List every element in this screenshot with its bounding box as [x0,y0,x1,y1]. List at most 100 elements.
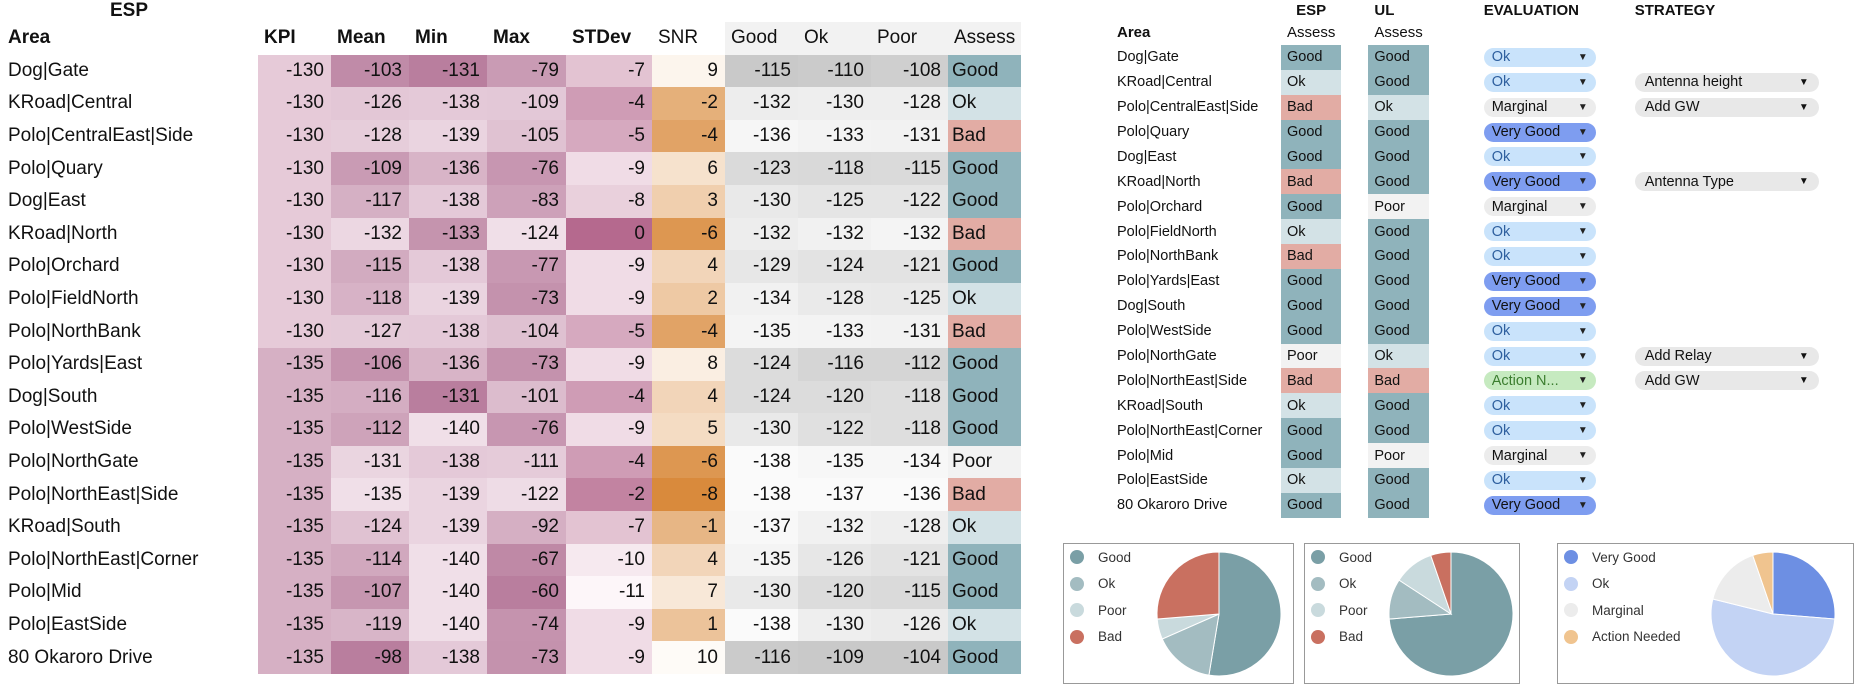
evaluation-dropdown[interactable]: Ok ▼ [1483,246,1596,266]
table-row: Dog|East -130 -117 -138 -83 -8 3 -130 -125 -122 Go… [0,184,1022,218]
strategy-dropdown[interactable]: Antenna height ▼ [1634,72,1819,92]
cell-esp-assess: Poor [1281,343,1342,369]
pie-slice [1430,551,1452,615]
cell-kpi: -130 [258,217,331,251]
cell-poor: -108 [871,54,948,88]
cell-ul-assess: Good [1368,492,1429,518]
cell-mean: -117 [331,184,409,218]
spacer [1602,219,1629,244]
cell-poor: -134 [871,445,948,479]
cell-area: Dog|Gate [8,59,89,81]
cell-std: -4 [566,445,652,479]
strategy-value: Antenna height [1644,74,1743,91]
table-row: 80 Okaroro Drive Good Good Very Good ▼ [1111,492,1825,518]
table-row: Polo|Quary Good Good Very Good ▼ [1111,119,1825,145]
table-row: Polo|Yards|East -135 -106 -136 -73 -9 8 -124 -11… [0,347,1022,381]
cell-snr: -1 [652,510,725,544]
legend-item: Ok [1564,571,1681,598]
pie-slice [1208,551,1282,677]
cell-evaluation: Marginal ▼ [1478,194,1602,219]
legend-swatch [1564,603,1578,618]
cell-esp-assess: Good [1281,119,1342,145]
cell-poor: -131 [871,315,948,348]
spacer [1429,194,1478,219]
ul-pie [1388,551,1514,677]
cell-snr: 4 [652,250,725,283]
evaluation-dropdown[interactable]: Very Good ▼ [1483,296,1596,316]
evaluation-dropdown[interactable]: Ok ▼ [1483,72,1596,92]
evaluation-dropdown[interactable]: Very Good ▼ [1483,122,1596,142]
evaluation-dropdown[interactable]: Marginal ▼ [1483,97,1596,117]
cell-ok: -130 [798,608,871,642]
legend-swatch [1311,576,1325,591]
col-header-max: Max [493,27,530,49]
evaluation-dropdown[interactable]: Ok ▼ [1483,222,1596,242]
spacer [1341,493,1368,518]
cell-area: Polo|Mid [1117,447,1174,464]
col-header-min: Min [415,27,448,49]
evaluation-dropdown[interactable]: Action N... ▼ [1483,371,1596,391]
evaluation-dropdown[interactable]: Very Good ▼ [1483,495,1596,515]
cell-poor: -125 [871,282,948,316]
group-header-evaluation: EVALUATION [1483,1,1579,19]
cell-area: Polo|Orchard [1117,198,1203,215]
cell-min: -131 [409,380,487,414]
evaluation-dropdown[interactable]: Marginal ▼ [1483,197,1596,217]
cell-kpi: -130 [258,250,331,283]
cell-area: Dog|East [8,190,86,212]
strategy-dropdown[interactable]: Add Relay ▼ [1634,346,1819,366]
cell-mean: -107 [331,576,409,609]
cell-esp-assess: Ok [1281,468,1342,493]
evaluation-dropdown[interactable]: Very Good ▼ [1483,271,1596,291]
cell-good: -130 [725,184,798,218]
cell-ok: -122 [798,413,871,446]
cell-max: -77 [487,250,566,283]
cell-min: -139 [409,119,487,153]
cell-max: -83 [487,184,566,218]
cell-ok: -120 [798,576,871,609]
strategy-dropdown[interactable]: Add GW ▼ [1634,97,1819,117]
spacer [1341,120,1368,145]
evaluation-dropdown[interactable]: Very Good ▼ [1483,172,1596,192]
cell-ul-assess: Poor [1368,443,1429,469]
cell-assess: Bad [948,217,1022,251]
cell-mean: -132 [331,217,409,251]
cell-assess: Ok [948,510,1022,544]
evaluation-dropdown[interactable]: Ok ▼ [1483,421,1596,441]
evaluation-dropdown[interactable]: Ok ▼ [1483,470,1596,490]
spacer [1429,70,1478,95]
cell-snr: -4 [652,119,725,153]
cell-kpi: -135 [258,576,331,609]
spacer [1341,344,1368,369]
evaluation-dropdown[interactable]: Ok ▼ [1483,396,1596,416]
strategy-dropdown[interactable]: Antenna Type ▼ [1634,172,1819,192]
cell-snr: -2 [652,87,725,120]
cell-snr: 5 [652,413,725,446]
cell-std: -9 [566,282,652,316]
evaluation-dropdown[interactable]: Marginal ▼ [1483,446,1596,466]
cell-mean: -114 [331,543,409,577]
chevron-down-icon: ▼ [1577,176,1588,188]
cell-kpi: -130 [258,54,331,88]
cell-area: Polo|Quary [1117,124,1190,140]
spacer [1429,319,1478,344]
spacer [1341,443,1368,468]
evaluation-dropdown[interactable]: Ok ▼ [1483,147,1596,167]
evaluation-dropdown[interactable]: Ok ▼ [1483,321,1596,341]
cell-min: -139 [409,510,487,544]
cell-evaluation: Ok ▼ [1478,393,1602,418]
cell-area: Polo|NorthGate [1117,348,1217,365]
cell-area: KRoad|North [1117,173,1201,190]
cell-area: KRoad|South [8,516,121,538]
evaluation-dropdown[interactable]: Ok ▼ [1483,47,1596,67]
cell-area: Polo|Quary [8,157,103,179]
cell-std: -10 [566,543,652,577]
cell-ul-assess: Good [1368,293,1429,319]
evaluation-dropdown[interactable]: Ok ▼ [1483,346,1596,366]
cell-poor: -126 [871,608,948,642]
evaluation-value: Very Good [1491,273,1561,290]
cell-mean: -112 [331,413,409,446]
cell-esp-assess: Bad [1281,169,1342,195]
strategy-dropdown[interactable]: Add GW ▼ [1634,371,1819,391]
cell-kpi: -130 [258,282,331,316]
